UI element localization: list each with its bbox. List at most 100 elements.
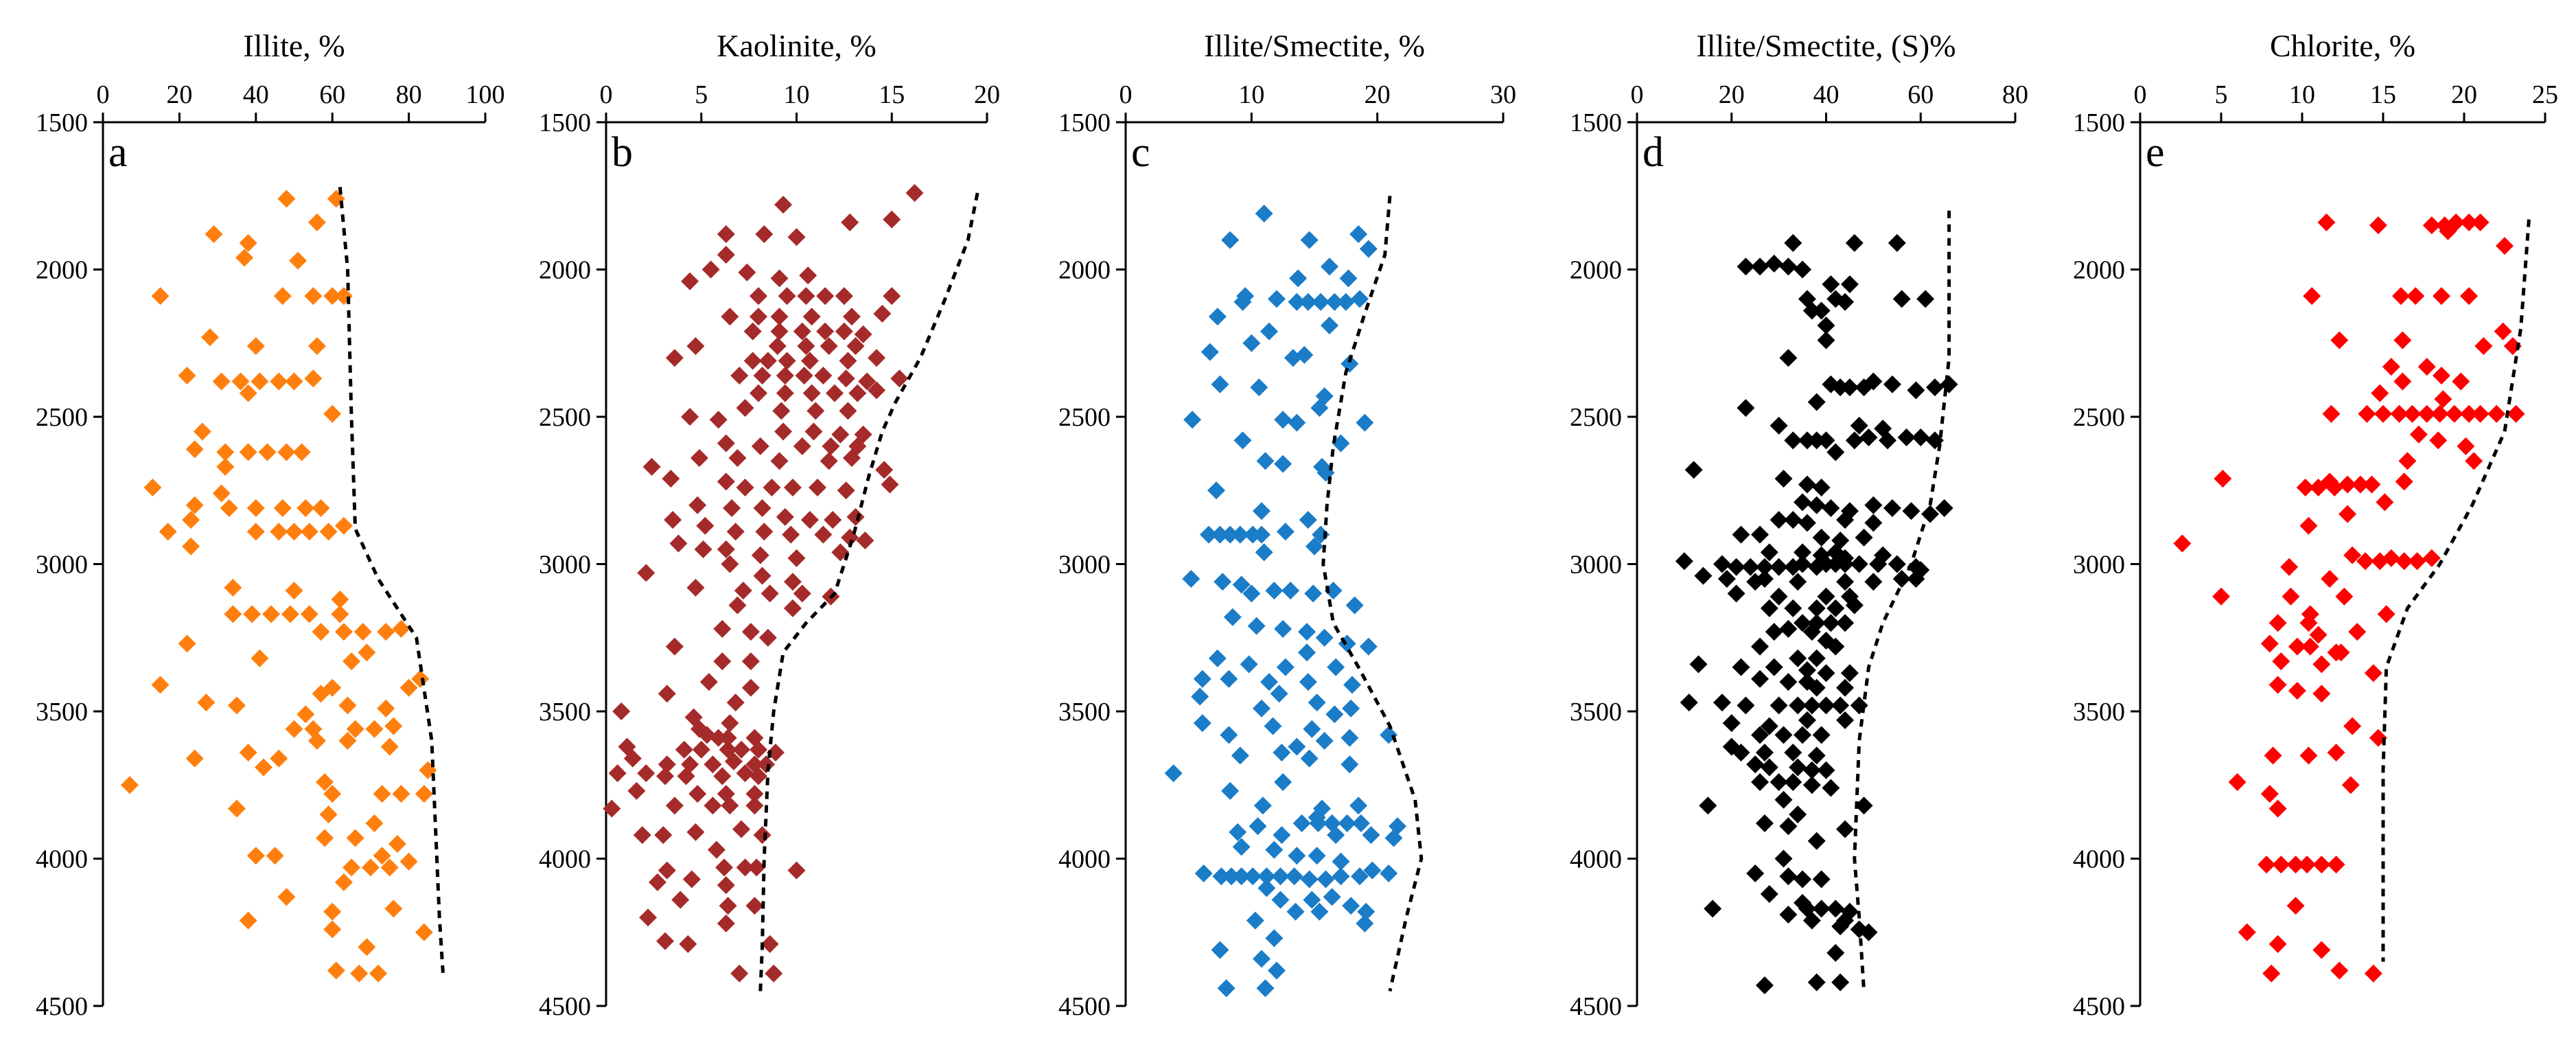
y-tick-label: 4000 bbox=[539, 845, 591, 874]
data-point bbox=[772, 402, 791, 420]
data-point bbox=[1769, 772, 1788, 791]
y-tick-label: 4000 bbox=[1058, 845, 1111, 874]
data-point bbox=[2299, 614, 2318, 632]
data-point bbox=[246, 499, 265, 517]
data-point bbox=[814, 366, 833, 385]
data-point bbox=[369, 964, 388, 983]
data-point bbox=[1826, 599, 1845, 617]
data-point bbox=[1755, 744, 1774, 762]
data-point bbox=[2312, 655, 2331, 674]
data-point bbox=[1916, 290, 1935, 308]
data-point bbox=[1850, 555, 1868, 573]
data-point bbox=[1327, 658, 1345, 676]
data-point bbox=[2268, 799, 2287, 818]
data-point bbox=[1784, 431, 1802, 450]
data-point bbox=[839, 352, 857, 370]
data-point bbox=[365, 814, 384, 833]
data-point bbox=[346, 829, 364, 847]
x-tick-label: 60 bbox=[319, 80, 345, 109]
data-point bbox=[1732, 525, 1750, 544]
y-tick-label: 3500 bbox=[2073, 698, 2125, 726]
data-point bbox=[717, 876, 735, 895]
data-point bbox=[343, 652, 361, 671]
data-point bbox=[1755, 558, 1774, 576]
data-point bbox=[787, 228, 806, 247]
data-point bbox=[1826, 443, 1845, 461]
data-point bbox=[1817, 555, 1835, 573]
data-point bbox=[835, 287, 853, 306]
data-point bbox=[2363, 475, 2381, 494]
panel-d: Illite/Smectite, (S)% 0 20 40 60 80 1500 2000 25… bbox=[1570, 28, 2028, 1021]
data-point bbox=[1183, 411, 1202, 429]
data-point bbox=[2341, 776, 2360, 794]
x-tick-label: 0 bbox=[600, 80, 613, 109]
data-point bbox=[1817, 331, 1835, 350]
data-point bbox=[1760, 543, 1778, 562]
data-point bbox=[312, 685, 330, 703]
data-point bbox=[747, 858, 766, 877]
data-point bbox=[1732, 658, 1750, 676]
data-point bbox=[1755, 976, 1774, 994]
data-point bbox=[726, 694, 745, 712]
data-point bbox=[1864, 514, 1883, 532]
data-point bbox=[392, 619, 410, 638]
data-point bbox=[682, 870, 701, 889]
data-point bbox=[1864, 573, 1883, 591]
data-point bbox=[1362, 826, 1380, 845]
data-point bbox=[658, 861, 676, 880]
data-point bbox=[846, 507, 865, 526]
data-point bbox=[2432, 287, 2450, 306]
data-point bbox=[178, 634, 196, 653]
data-point bbox=[1817, 317, 1835, 335]
data-point bbox=[1324, 582, 1343, 600]
data-point bbox=[2321, 569, 2339, 588]
data-point bbox=[664, 511, 682, 529]
data-point bbox=[2286, 897, 2305, 915]
x-tick-label: 10 bbox=[2289, 80, 2315, 109]
data-point bbox=[1298, 643, 1316, 662]
data-point bbox=[1859, 923, 1878, 941]
data-point bbox=[380, 858, 399, 877]
data-point bbox=[1822, 614, 1840, 632]
data-point bbox=[1774, 470, 1793, 488]
data-point bbox=[1789, 573, 1807, 591]
data-point bbox=[2471, 404, 2490, 423]
y-tick-label: 4500 bbox=[539, 992, 591, 1021]
data-point bbox=[1869, 555, 1888, 573]
data-point bbox=[726, 523, 745, 541]
data-point bbox=[758, 352, 777, 370]
data-point bbox=[1265, 929, 1284, 948]
data-point bbox=[1807, 393, 1826, 411]
data-point bbox=[1300, 231, 1319, 249]
data-point bbox=[281, 605, 299, 623]
data-point bbox=[1704, 900, 1722, 918]
data-point bbox=[2339, 505, 2357, 523]
data-point bbox=[2494, 322, 2512, 341]
data-point bbox=[709, 411, 728, 429]
data-point bbox=[658, 685, 676, 703]
x-tick-label: 10 bbox=[784, 80, 810, 109]
data-point bbox=[1794, 543, 1812, 562]
data-point bbox=[1794, 614, 1812, 632]
data-point bbox=[143, 478, 162, 496]
data-point bbox=[2301, 637, 2319, 656]
data-point bbox=[875, 461, 894, 479]
data-point bbox=[1207, 481, 1225, 500]
data-point bbox=[2339, 475, 2357, 494]
data-point bbox=[795, 366, 813, 385]
data-point bbox=[753, 826, 771, 845]
data-point bbox=[159, 523, 177, 541]
data-point bbox=[2452, 372, 2470, 391]
data-point bbox=[2398, 452, 2417, 470]
data-point bbox=[842, 449, 861, 468]
data-point bbox=[1310, 399, 1329, 417]
data-point bbox=[776, 366, 794, 385]
data-point bbox=[778, 352, 796, 370]
data-point bbox=[736, 478, 754, 496]
data-point bbox=[358, 643, 376, 662]
panel-e: Chlorite, % 0 5 10 15 20 25 1500 2000 2500 3000 350… bbox=[2073, 28, 2558, 1021]
data-point bbox=[1240, 655, 1258, 674]
data-point bbox=[841, 213, 859, 231]
data-point bbox=[1265, 840, 1284, 859]
trend-line bbox=[758, 192, 979, 992]
